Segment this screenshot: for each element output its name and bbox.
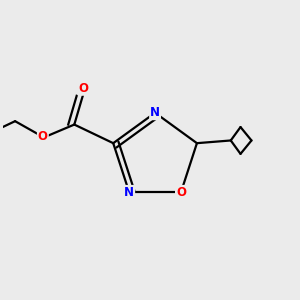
Text: N: N bbox=[124, 186, 134, 199]
Text: O: O bbox=[78, 82, 88, 95]
Text: O: O bbox=[176, 186, 186, 199]
Text: N: N bbox=[150, 106, 160, 119]
Text: O: O bbox=[38, 130, 48, 143]
